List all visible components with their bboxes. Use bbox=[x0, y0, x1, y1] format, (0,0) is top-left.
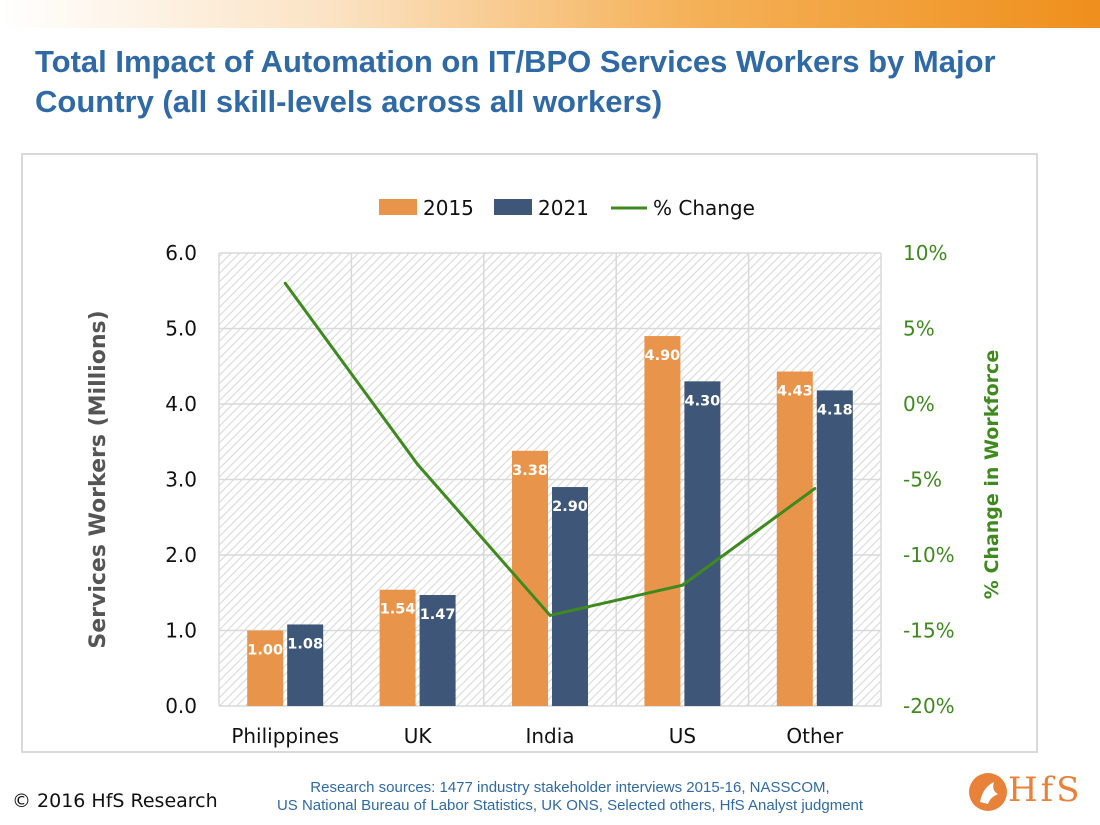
y-tick-label: 6.0 bbox=[165, 241, 197, 265]
bar-2021-uk bbox=[419, 595, 456, 706]
y2-tick-label: -5% bbox=[903, 468, 942, 492]
y-axis-title: Services Workers (Millions) bbox=[86, 310, 111, 648]
bar-2021-india bbox=[552, 487, 588, 706]
y-tick-label: 2.0 bbox=[165, 543, 197, 567]
data-label: 1.47 bbox=[420, 607, 456, 623]
data-label: 4.18 bbox=[817, 402, 853, 418]
change-point bbox=[680, 583, 684, 587]
y2-tick-label: -15% bbox=[903, 619, 955, 643]
sources-line-2: US National Bureau of Labor Statistics, … bbox=[276, 797, 864, 814]
y2-axis-title: % Change in Workforce bbox=[981, 350, 1003, 599]
bar-2015-philippines bbox=[247, 630, 284, 706]
chart-panel: 1.00 1.08 1.54 1.47 3.38 2.90 4.90 4.30 4.43 4.18… bbox=[21, 153, 1038, 753]
y-tick-label: 1.0 bbox=[165, 619, 197, 643]
x-tick-label: US bbox=[669, 724, 696, 748]
y2-tick-label: 0% bbox=[903, 392, 935, 416]
legend-label-2021: 2021 bbox=[538, 196, 589, 220]
data-label: 1.08 bbox=[287, 636, 323, 652]
bar-2021-us bbox=[684, 381, 721, 706]
research-sources: Research sources: 1477 industry stakehol… bbox=[240, 779, 900, 815]
copyright-text: © 2016 HfS Research bbox=[12, 790, 218, 812]
data-label: 2.90 bbox=[552, 499, 588, 515]
y-tick-label: 3.0 bbox=[165, 468, 197, 492]
y2-tick-label: -20% bbox=[903, 694, 955, 718]
sources-line-1: Research sources: 1477 industry stakehol… bbox=[310, 779, 830, 796]
legend-swatch-2021 bbox=[494, 199, 532, 215]
change-point bbox=[548, 613, 552, 617]
header-gradient-bar bbox=[0, 0, 1100, 28]
page-title: Total Impact of Automation on IT/BPO Ser… bbox=[35, 44, 996, 119]
change-point bbox=[416, 462, 420, 466]
x-tick-label: UK bbox=[404, 724, 433, 748]
y-tick-label: 4.0 bbox=[165, 392, 197, 416]
legend-swatch-2015 bbox=[379, 199, 417, 215]
y2-tick-label: -10% bbox=[903, 543, 955, 567]
data-label: 1.00 bbox=[247, 643, 283, 659]
chart: 1.00 1.08 1.54 1.47 3.38 2.90 4.90 4.30 4.434.18… bbox=[86, 196, 1003, 748]
data-label: 4.90 bbox=[645, 348, 681, 364]
x-tick-label: India bbox=[525, 724, 574, 748]
data-label: 4.43 bbox=[777, 384, 813, 400]
hfs-logo-text: HfS bbox=[1008, 770, 1083, 810]
x-tick-label: Philippines bbox=[231, 724, 339, 748]
bar-2015-us bbox=[644, 336, 681, 706]
legend-label-2015: 2015 bbox=[423, 196, 474, 220]
bar-2015-uk bbox=[379, 589, 416, 706]
data-label: 1.54 bbox=[380, 602, 416, 618]
bar-2021-other bbox=[816, 390, 853, 706]
data-label: 3.38 bbox=[512, 463, 548, 479]
hfs-logo-icon bbox=[969, 773, 1007, 811]
bar-2015-other bbox=[776, 371, 813, 706]
y-tick-label: 0.0 bbox=[165, 694, 197, 718]
bar-2021-philippines bbox=[287, 624, 324, 706]
y2-tick-label: 5% bbox=[903, 317, 935, 341]
y2-tick-label: 10% bbox=[903, 241, 947, 265]
hfs-logo: HfS bbox=[968, 768, 1088, 818]
change-point bbox=[813, 487, 817, 491]
legend-label-change: % Change bbox=[653, 196, 755, 220]
data-label: 4.30 bbox=[685, 393, 721, 409]
x-tick-label: Other bbox=[786, 724, 844, 748]
y-tick-label: 5.0 bbox=[165, 317, 197, 341]
change-point bbox=[283, 281, 287, 285]
